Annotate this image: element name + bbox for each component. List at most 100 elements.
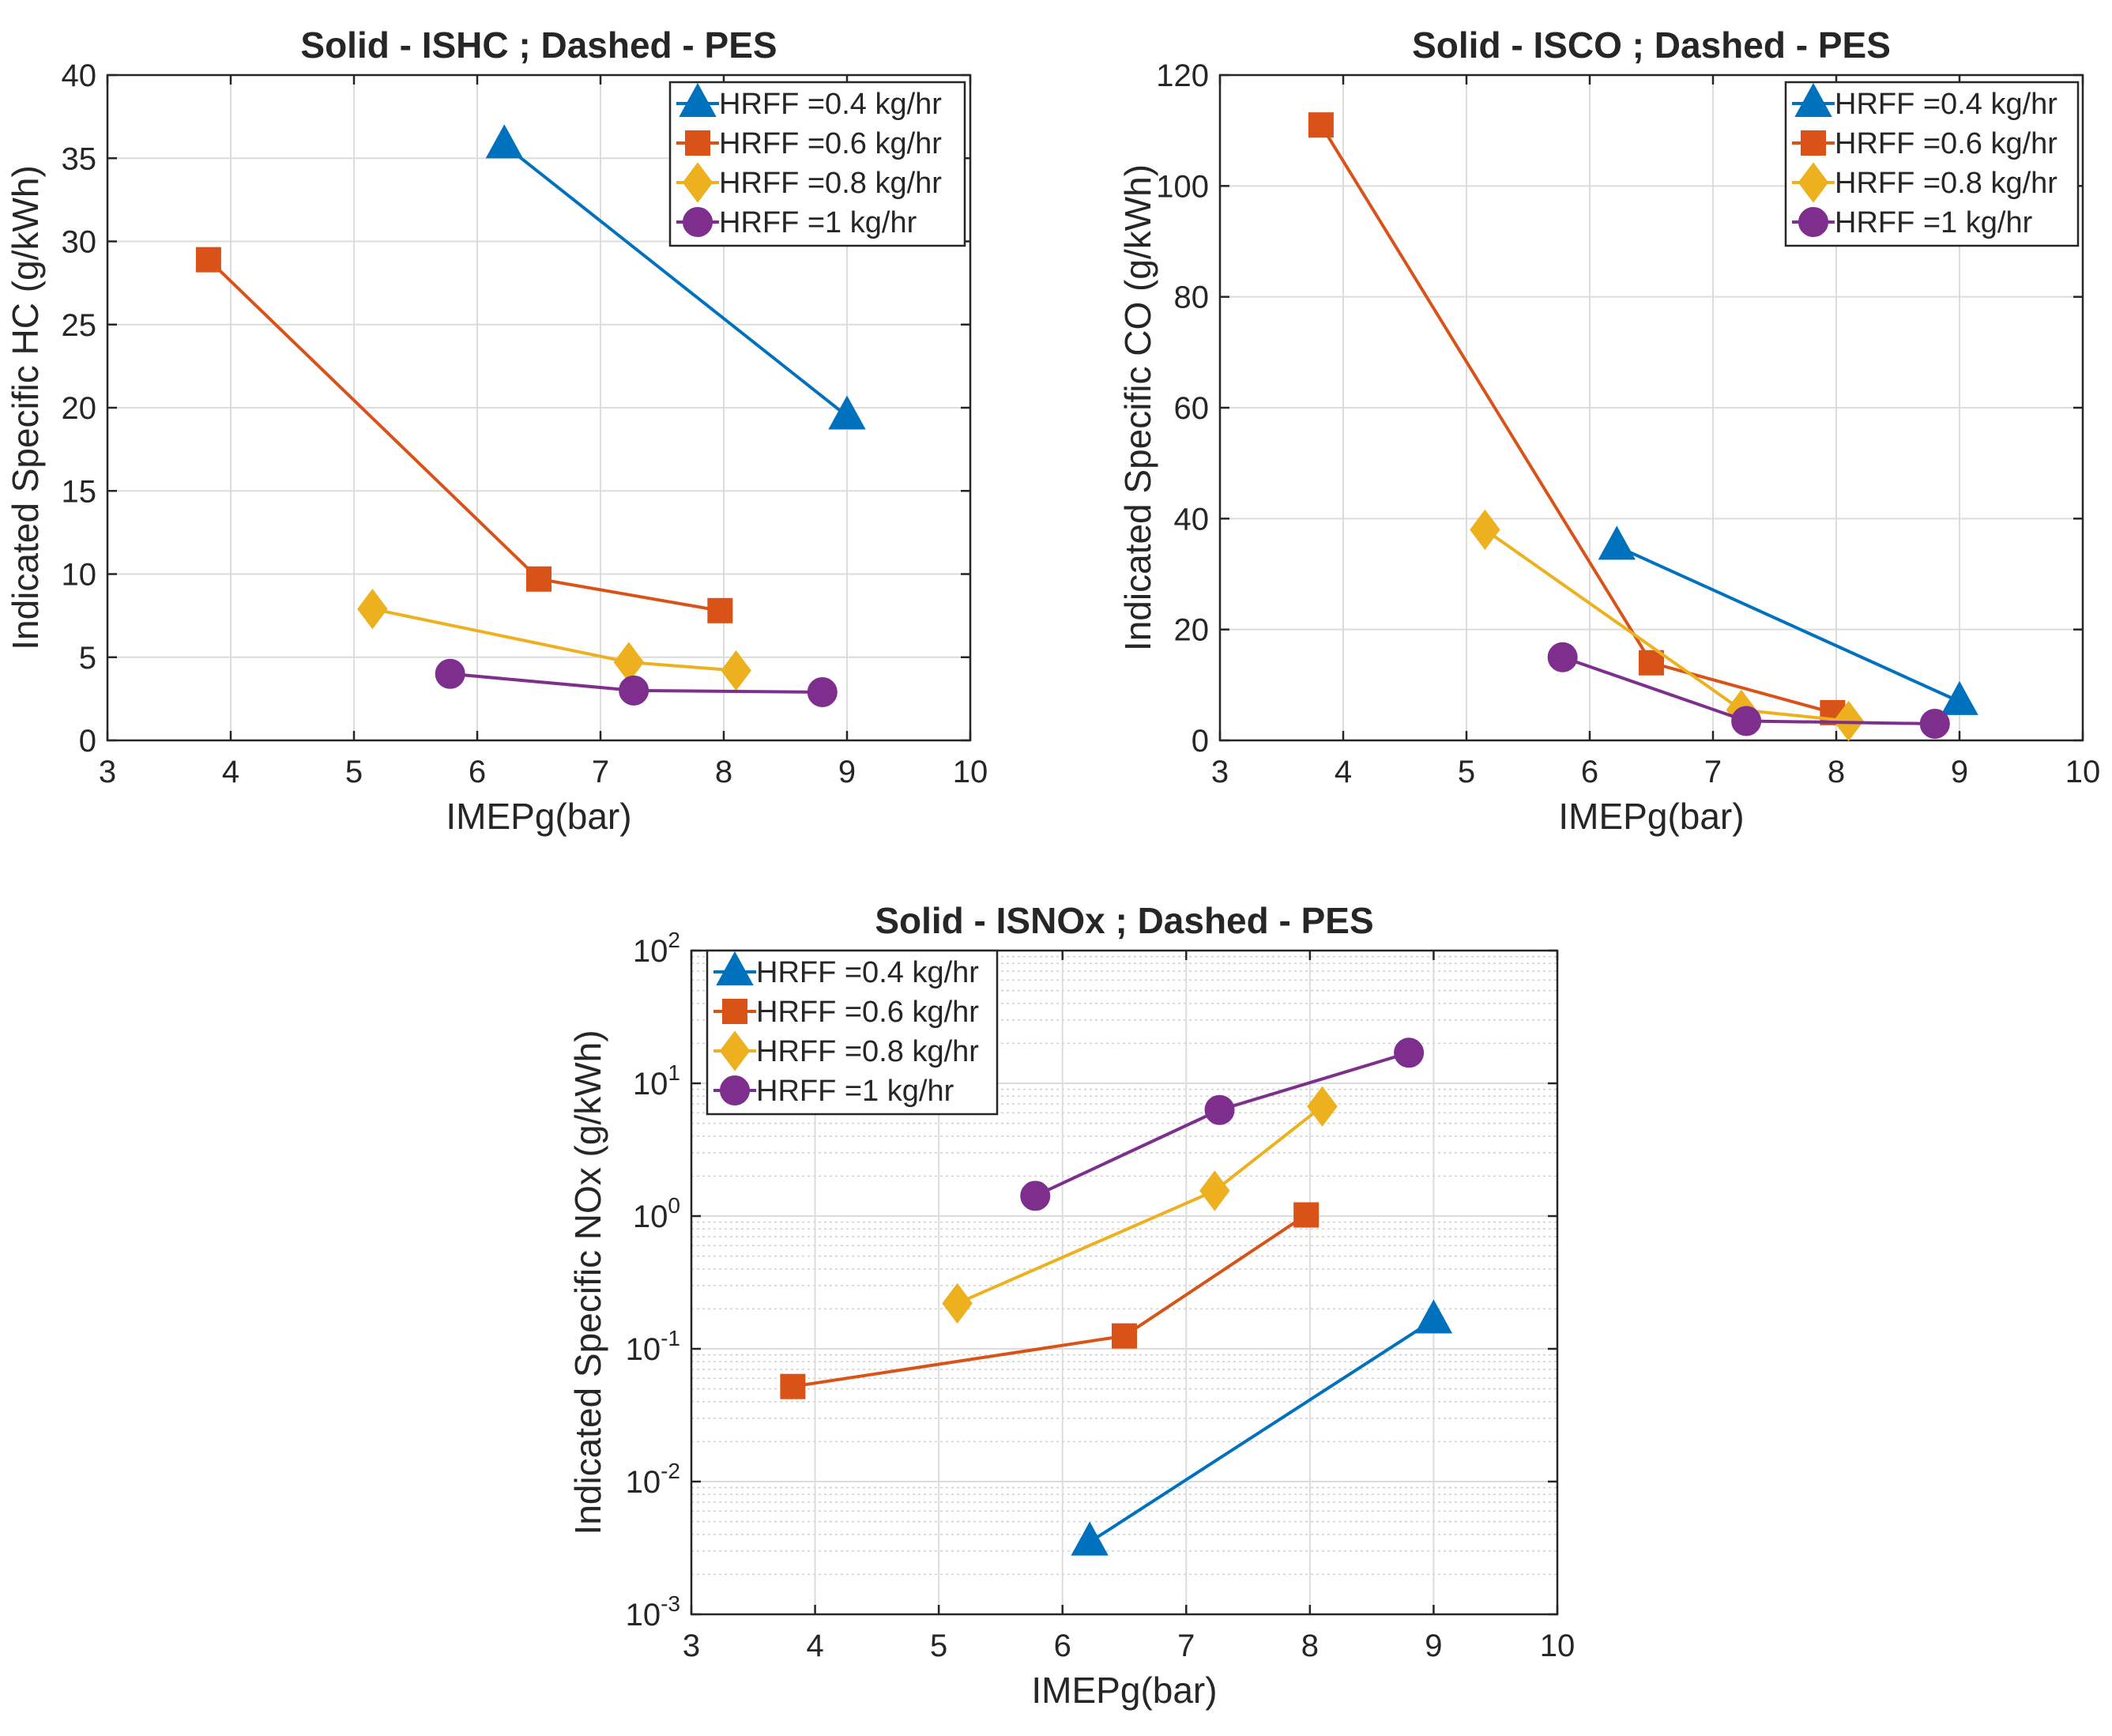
legend-marker [720, 1075, 750, 1105]
x-axis-label: IMEPg(bar) [1031, 1670, 1217, 1711]
legend-marker [683, 207, 713, 237]
x-tick-label: 8 [1828, 755, 1845, 789]
y-tick-label: 10-2 [626, 1459, 680, 1500]
x-tick-label: 5 [930, 1629, 947, 1663]
data-point [1293, 1202, 1320, 1228]
data-point [780, 1373, 806, 1399]
data-point [828, 395, 866, 430]
data-point [942, 1282, 973, 1324]
x-tick-label: 7 [592, 755, 609, 789]
data-point [1204, 1094, 1235, 1125]
x-tick-label: 8 [715, 755, 732, 789]
y-tick-exponent: -2 [661, 1459, 680, 1483]
axes-box [690, 949, 1559, 1616]
legend-marker [679, 82, 717, 117]
y-tick-label: 120 [1156, 58, 1209, 93]
legend-item: HRFF =0.4 kg/hr [713, 951, 979, 989]
legend-label: HRFF =0.4 kg/hr [756, 956, 979, 989]
x-axis-label: IMEPg(bar) [446, 796, 631, 837]
y-tick-exponent: -3 [661, 1591, 680, 1616]
x-tick-label: 5 [1458, 755, 1475, 789]
data-point [1308, 112, 1334, 138]
series-2 [195, 247, 733, 623]
y-tick-label: 102 [633, 928, 680, 969]
x-tick-label: 3 [1211, 755, 1229, 789]
y-tick-label: 0 [1192, 724, 1209, 759]
y-tick-base: 10 [633, 1199, 668, 1234]
legend-marker [716, 951, 754, 985]
data-point [1414, 1299, 1453, 1334]
x-axis-label: IMEPg(bar) [1558, 796, 1744, 837]
legend-label: HRFF =0.8 kg/hr [1835, 167, 2057, 200]
legend-item: HRFF =0.8 kg/hr [713, 1030, 979, 1071]
x-tick-label: 10 [1540, 1629, 1576, 1663]
legend-item: HRFF =0.6 kg/hr [1792, 127, 2057, 160]
data-point [485, 124, 524, 159]
legend-marker [682, 162, 713, 203]
legend-box [706, 949, 999, 1116]
data-point [1598, 525, 1636, 560]
data-point [1394, 1037, 1425, 1068]
x-tick-label: 6 [1581, 755, 1598, 789]
y-tick-base: 10 [633, 1067, 668, 1101]
y-tick-label: 40 [1174, 502, 1210, 537]
series-2 [780, 1202, 1320, 1399]
y-tick-base: 10 [626, 1598, 661, 1632]
y-tick-label: 35 [62, 141, 97, 176]
y-tick-label: 101 [633, 1060, 680, 1101]
legend-marker [1801, 130, 1826, 156]
y-tick-exponent: -1 [661, 1326, 680, 1350]
legend-label: HRFF =0.6 kg/hr [1835, 127, 2057, 160]
y-tick-exponent: 2 [668, 928, 680, 952]
legend-marker [1798, 162, 1829, 203]
data-point [1941, 680, 1978, 715]
chart-title: Solid - ISCO ; Dashed - PES [1412, 24, 1891, 66]
legend-item: HRFF =1 kg/hr [676, 206, 917, 239]
x-tick-label: 9 [1951, 755, 1968, 789]
legend-item: HRFF =0.6 kg/hr [713, 996, 979, 1029]
y-tick-label: 10-3 [626, 1591, 680, 1632]
y-tick-base: 10 [626, 1465, 661, 1500]
data-point [619, 675, 649, 706]
series-3 [357, 589, 751, 691]
x-tick-label: 4 [222, 755, 239, 789]
y-tick-label: 20 [1174, 613, 1210, 648]
y-tick-label: 40 [62, 58, 97, 93]
y-axis-label: Indicated Specific CO (g/kWh) [1117, 164, 1158, 651]
legend-item: HRFF =1 kg/hr [713, 1075, 954, 1108]
x-tick-label: 4 [1335, 755, 1352, 789]
data-point [1199, 1170, 1230, 1211]
y-tick-label: 100 [633, 1193, 680, 1234]
legend-marker [722, 999, 747, 1024]
legend-item: HRFF =0.8 kg/hr [676, 162, 942, 203]
y-tick-label: 20 [62, 391, 97, 426]
legend-marker [1798, 207, 1828, 237]
y-tick-exponent: 0 [668, 1193, 680, 1218]
legend: HRFF =0.4 kg/hr HRFF =0.6 kg/hr HRFF =0.8 … [668, 81, 966, 247]
legend-marker [1794, 82, 1832, 117]
y-tick-label: 0 [79, 724, 96, 759]
series-1 [1071, 1299, 1453, 1556]
legend-label: HRFF =1 kg/hr [1835, 206, 2033, 239]
y-tick-label: 5 [79, 641, 96, 676]
data-point [526, 566, 552, 592]
legend-label: HRFF =1 kg/hr [719, 206, 917, 239]
series-3 [942, 1086, 1338, 1324]
y-tick-label: 15 [62, 474, 97, 509]
y-tick-base: 10 [633, 934, 668, 969]
y-axis-label: Indicated Specific HC (g/kWh) [5, 165, 46, 650]
x-tick-label: 10 [953, 755, 988, 789]
series-1 [485, 124, 866, 430]
data-point [357, 589, 388, 630]
data-point [1639, 650, 1664, 676]
x-tick-label: 6 [1054, 1629, 1071, 1663]
legend-label: HRFF =0.4 kg/hr [719, 88, 942, 121]
y-tick-label: 60 [1174, 391, 1210, 426]
series-2 [1308, 112, 1846, 725]
data-point [707, 597, 733, 623]
legend-label: HRFF =0.4 kg/hr [1835, 88, 2057, 121]
legend-box [668, 81, 966, 247]
